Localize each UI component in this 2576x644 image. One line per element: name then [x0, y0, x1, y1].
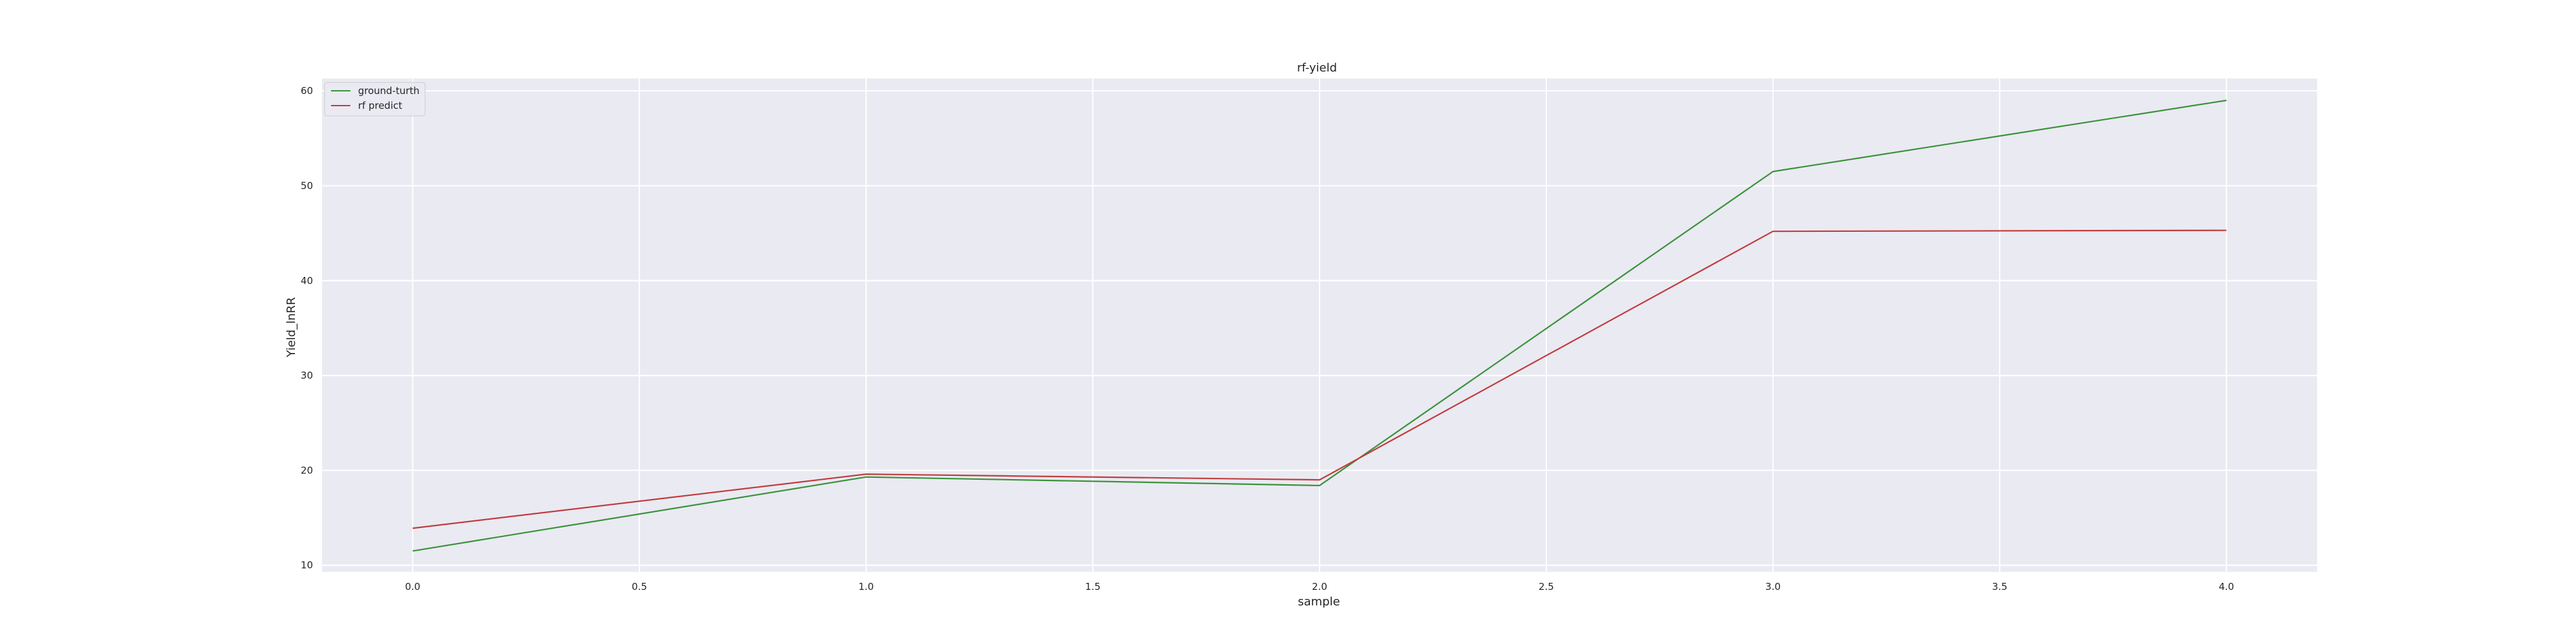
y-tick-label: 40: [301, 275, 313, 287]
x-axis-ticks: 0.0 0.5 1.0 1.5 2.0 2.5 3.0 3.5 4.0: [405, 581, 2234, 592]
series-line-ground-turth: [412, 99, 2227, 552]
x-tick-label: 1.5: [1085, 581, 1101, 592]
y-tick-label: 20: [301, 464, 313, 476]
x-tick-label: 0.5: [632, 581, 647, 592]
x-tick-label: 3.0: [1765, 581, 1781, 592]
x-tick-label: 4.0: [2219, 581, 2234, 592]
y-tick-label: 30: [301, 370, 313, 381]
chart-title: rf-yield: [1297, 61, 1337, 75]
legend: ground-turth rf predict: [324, 82, 426, 117]
x-tick-label: 1.0: [858, 581, 874, 592]
legend-label-rf-predict: rf predict: [358, 100, 402, 111]
grid-lines: [322, 79, 2317, 572]
x-tick-label: 0.0: [405, 581, 421, 592]
legend-label-ground-turth: ground-turth: [358, 85, 419, 97]
x-tick-label: 3.5: [1992, 581, 2007, 592]
series-line-rf-predict: [412, 229, 2227, 529]
y-axis-ticks: 10 20 30 40 50 60: [301, 85, 313, 571]
x-tick-label: 2.5: [1539, 581, 1554, 592]
y-tick-label: 60: [301, 85, 313, 97]
y-tick-label: 50: [301, 180, 313, 191]
x-axis-label: sample: [1298, 595, 1340, 609]
series-lines: [412, 99, 2227, 552]
y-tick-label: 10: [301, 560, 313, 571]
x-tick-label: 2.0: [1312, 581, 1327, 592]
y-axis-label: Yield_lnRR: [285, 297, 298, 357]
